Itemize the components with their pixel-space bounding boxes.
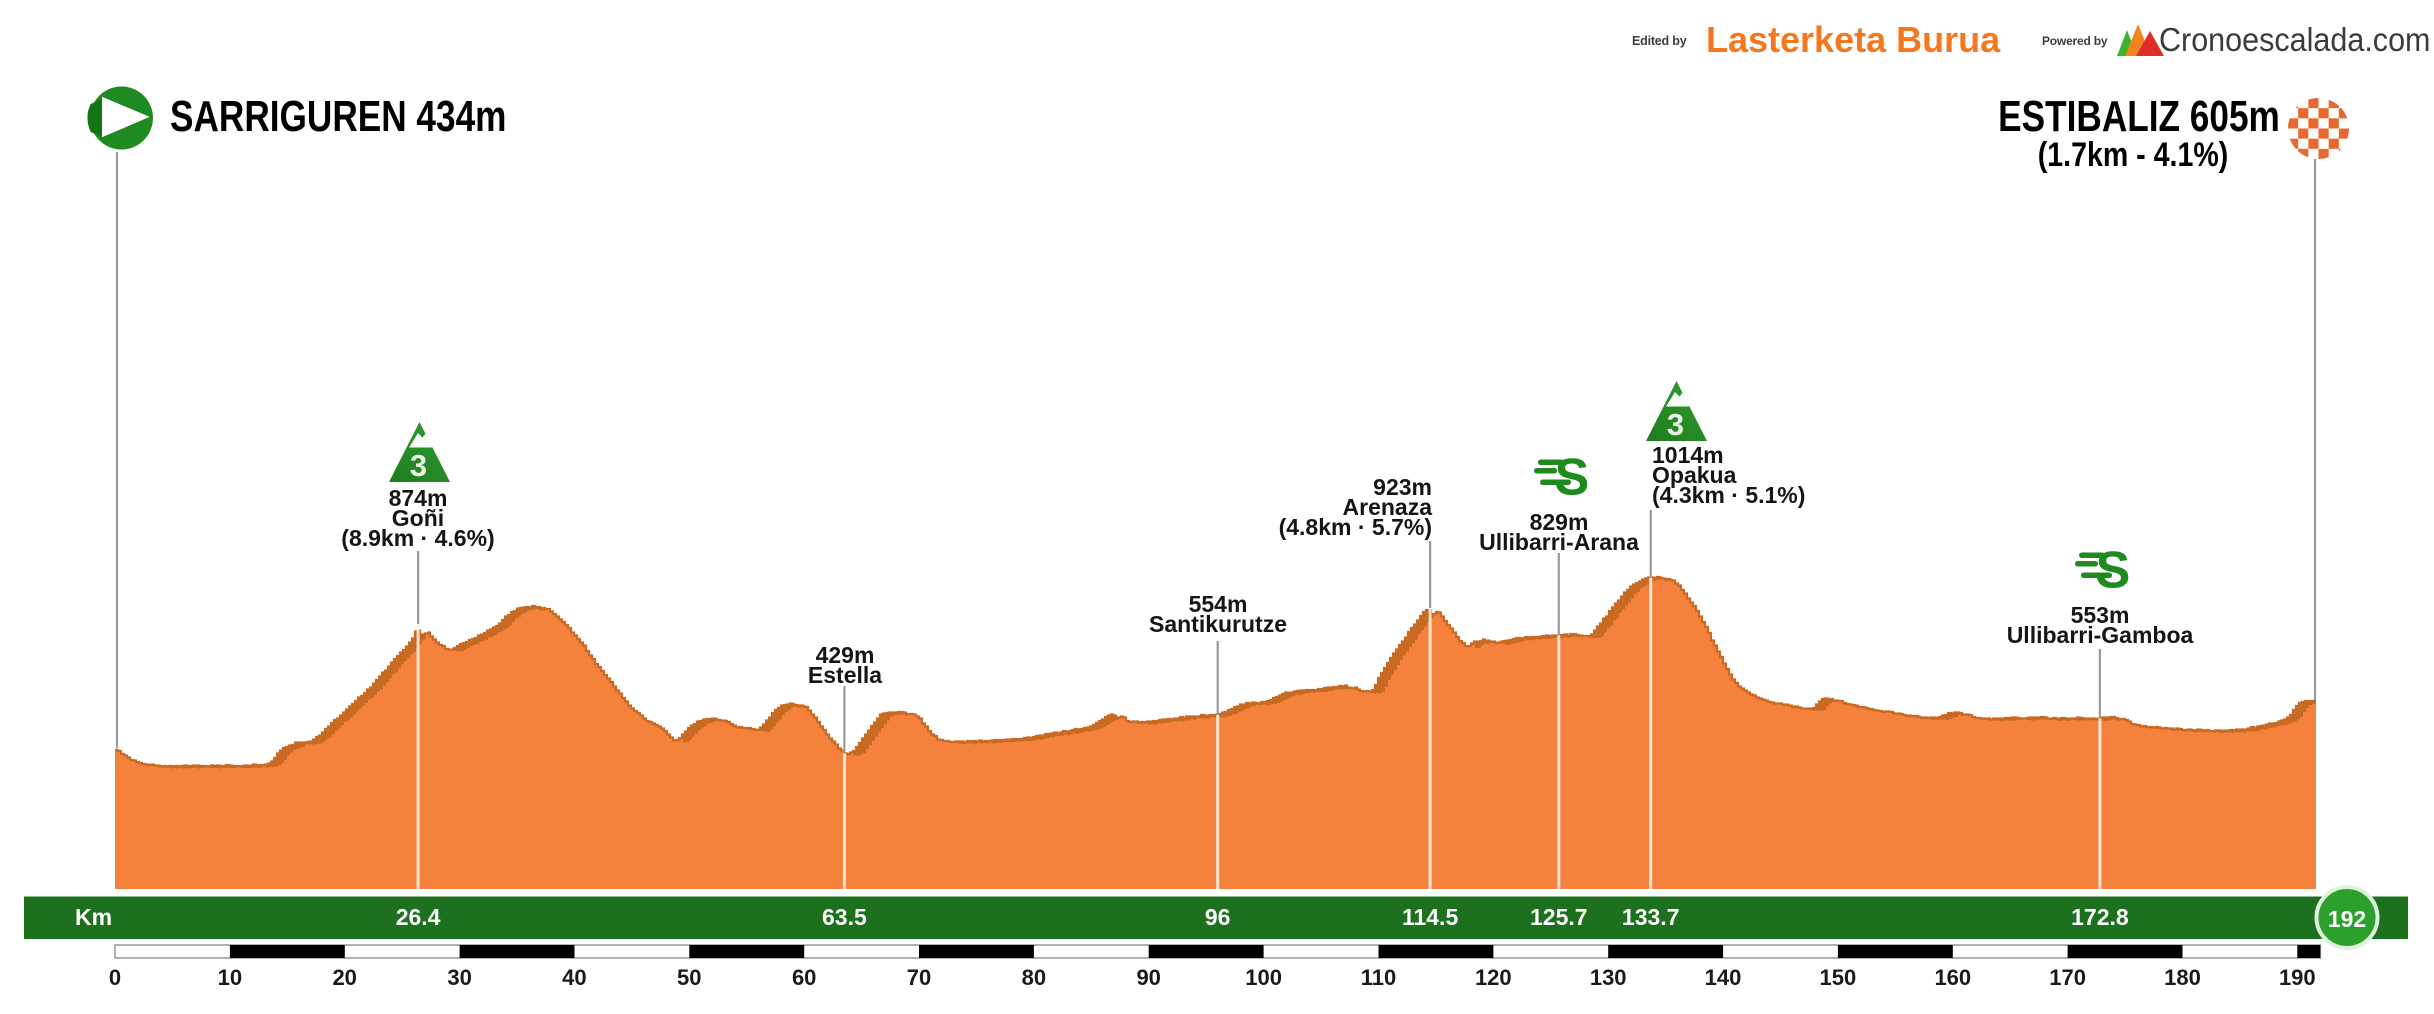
svg-text:S: S [2095,549,2128,589]
svg-text:3: 3 [1666,407,1683,441]
svg-text:S: S [1554,456,1587,496]
svg-text:3: 3 [409,448,426,482]
